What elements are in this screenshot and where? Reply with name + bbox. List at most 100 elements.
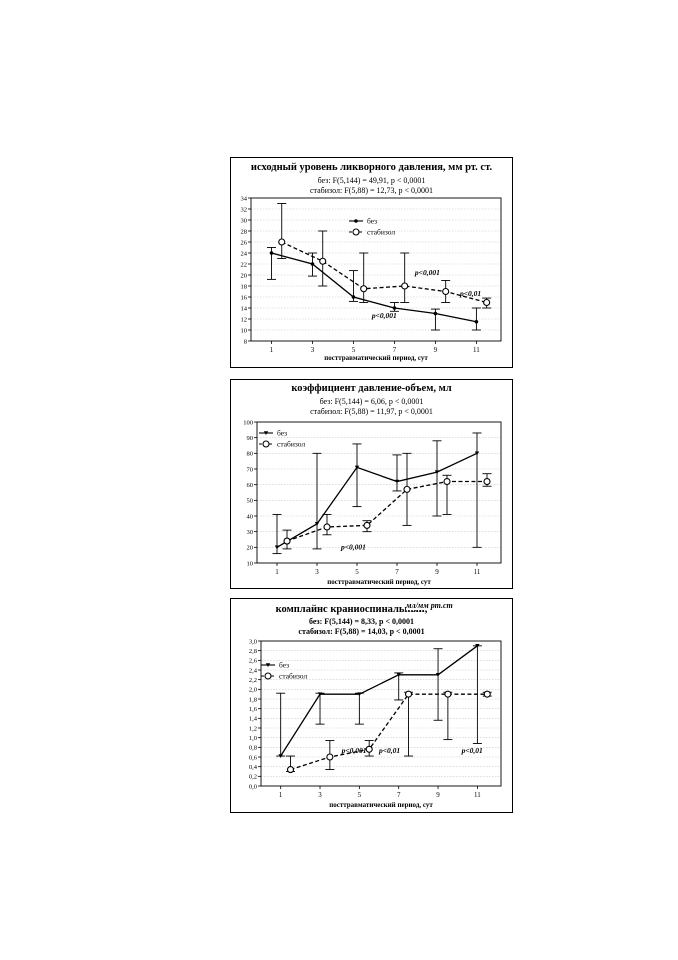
chart-title: комплайнс краниоспинальный, — [275, 604, 428, 615]
y-tick-label: 2,0 — [249, 687, 257, 694]
data-point — [317, 692, 323, 697]
p-value-annotation: p<0,001 — [340, 543, 366, 552]
y-tick-label: 26 — [241, 239, 248, 246]
data-point — [283, 537, 291, 545]
chart-panel-csf-pressure: исходный уровень ликворного давления, мм… — [230, 157, 513, 368]
y-tick-label: 1,4 — [249, 716, 258, 723]
y-tick-label: 24 — [241, 250, 248, 257]
data-point — [392, 306, 397, 310]
stats-line-bez: без: F(5,144) = 49,91, p < 0,0001 — [317, 176, 426, 185]
legend-marker — [263, 431, 269, 435]
legend-marker — [352, 228, 360, 236]
y-tick-label: 1,0 — [249, 735, 257, 742]
data-point — [310, 262, 315, 266]
data-point — [319, 257, 327, 265]
chart-unit-label: мл/мм рт.ст — [406, 601, 453, 610]
data-point — [274, 545, 280, 550]
data-point — [326, 753, 334, 761]
y-tick-label: 90 — [247, 435, 254, 442]
x-tick-label: 3 — [311, 346, 315, 354]
x-tick-label: 11 — [474, 791, 481, 799]
y-tick-label: 10 — [241, 327, 248, 334]
chart-plot: 8 10 12 14 16 18 20 22 24 26 28 30 32 34 1 3 5 7 9 11 без ста… — [241, 195, 502, 362]
data-point — [474, 451, 480, 456]
legend-label: стабизол — [367, 228, 395, 237]
y-tick-label: 2,8 — [249, 648, 257, 655]
chart-title: коэффициент давление-объем, мл — [291, 383, 452, 394]
data-point — [434, 470, 440, 475]
data-point — [269, 251, 274, 255]
data-point — [443, 477, 451, 486]
legend-marker — [264, 672, 272, 680]
data-point — [278, 754, 283, 759]
y-tick-label: 0,2 — [249, 774, 257, 781]
x-tick-label: 7 — [393, 346, 397, 354]
y-tick-label: 0,8 — [249, 745, 257, 752]
chart-plot: 0,0 0,2 0,4 0,6 0,8 1,0 1,2 1,4 1,6 1,8 2,0 2,2 2,4 2… — [249, 638, 502, 809]
y-tick-label: 22 — [241, 261, 248, 268]
plot-frame — [256, 421, 502, 564]
y-tick-label: 18 — [241, 283, 248, 290]
x-tick-label: 9 — [436, 791, 440, 799]
p-value-annotation: p<0,01 — [459, 289, 481, 298]
y-tick-label: 10 — [247, 560, 254, 567]
plot-frame — [250, 197, 502, 342]
data-point — [483, 477, 491, 486]
y-tick-label: 12 — [241, 316, 248, 323]
stats-line-stabizol: стабизол: F(5,88) = 14,03, p < 0,0001 — [298, 627, 425, 636]
legend-label: без — [277, 429, 287, 438]
data-point — [354, 465, 360, 470]
x-tick-label: 7 — [397, 791, 401, 799]
x-tick-label: 5 — [355, 568, 359, 576]
data-point — [444, 690, 452, 698]
x-tick-label: 7 — [395, 568, 399, 576]
y-tick-label: 40 — [247, 513, 254, 520]
y-tick-label: 0,0 — [249, 783, 257, 790]
data-point — [403, 485, 411, 493]
y-tick-label: 2,4 — [249, 667, 258, 674]
legend-marker — [265, 663, 271, 667]
data-point — [483, 298, 491, 307]
legend-label: без — [367, 217, 377, 226]
chart-title: исходный уровень ликворного давления, мм… — [250, 162, 493, 173]
data-point — [475, 644, 480, 648]
series-line — [276, 452, 478, 548]
x-tick-label: 3 — [315, 568, 319, 576]
data-point — [357, 692, 362, 697]
data-point — [314, 522, 320, 526]
data-point — [401, 282, 409, 290]
stats-line-bez: без: F(5,144) = 6,06, p < 0,0001 — [319, 397, 424, 406]
y-tick-label: 70 — [247, 466, 254, 473]
p-value-annotation: p<0,001 — [414, 268, 440, 277]
p-value-annotation: p<0,001 — [371, 311, 397, 320]
data-point — [323, 523, 331, 531]
y-tick-label: 30 — [247, 529, 254, 536]
stats-line-bez: без: F(5,144) = 8,33, p < 0,0001 — [308, 617, 415, 626]
chart-panel-compliance: комплайнс краниоспинальный, мл/мм рт.ст … — [230, 598, 513, 813]
y-tick-label: 2,6 — [249, 658, 258, 665]
y-tick-label: 20 — [247, 545, 254, 552]
p-value-annotation: p<0,01 — [378, 746, 400, 755]
data-point — [351, 295, 356, 299]
x-tick-label: 9 — [435, 568, 439, 576]
x-tick-label: 11 — [474, 568, 481, 576]
y-tick-label: 14 — [241, 305, 248, 312]
x-tick-label: 5 — [358, 791, 362, 799]
data-point — [474, 319, 479, 324]
y-tick-label: 0,6 — [249, 754, 258, 761]
x-tick-label: 3 — [318, 791, 322, 799]
y-tick-label: 8 — [244, 338, 247, 345]
series-line — [280, 645, 478, 757]
x-tick-label: 1 — [270, 346, 274, 354]
data-point — [360, 285, 368, 293]
stats-line-stabizol: стабизол: F(5,88) = 12,73, p < 0,0001 — [309, 186, 434, 195]
y-tick-label: 3,0 — [249, 638, 257, 645]
series-line — [290, 693, 488, 771]
plot-frame — [260, 640, 502, 787]
legend-marker — [354, 219, 358, 223]
legend-label: без — [279, 661, 289, 670]
x-axis-label: посттравматический период, сут — [324, 354, 428, 362]
y-tick-label: 100 — [243, 419, 253, 426]
data-point — [278, 238, 286, 246]
series-line — [271, 252, 477, 323]
